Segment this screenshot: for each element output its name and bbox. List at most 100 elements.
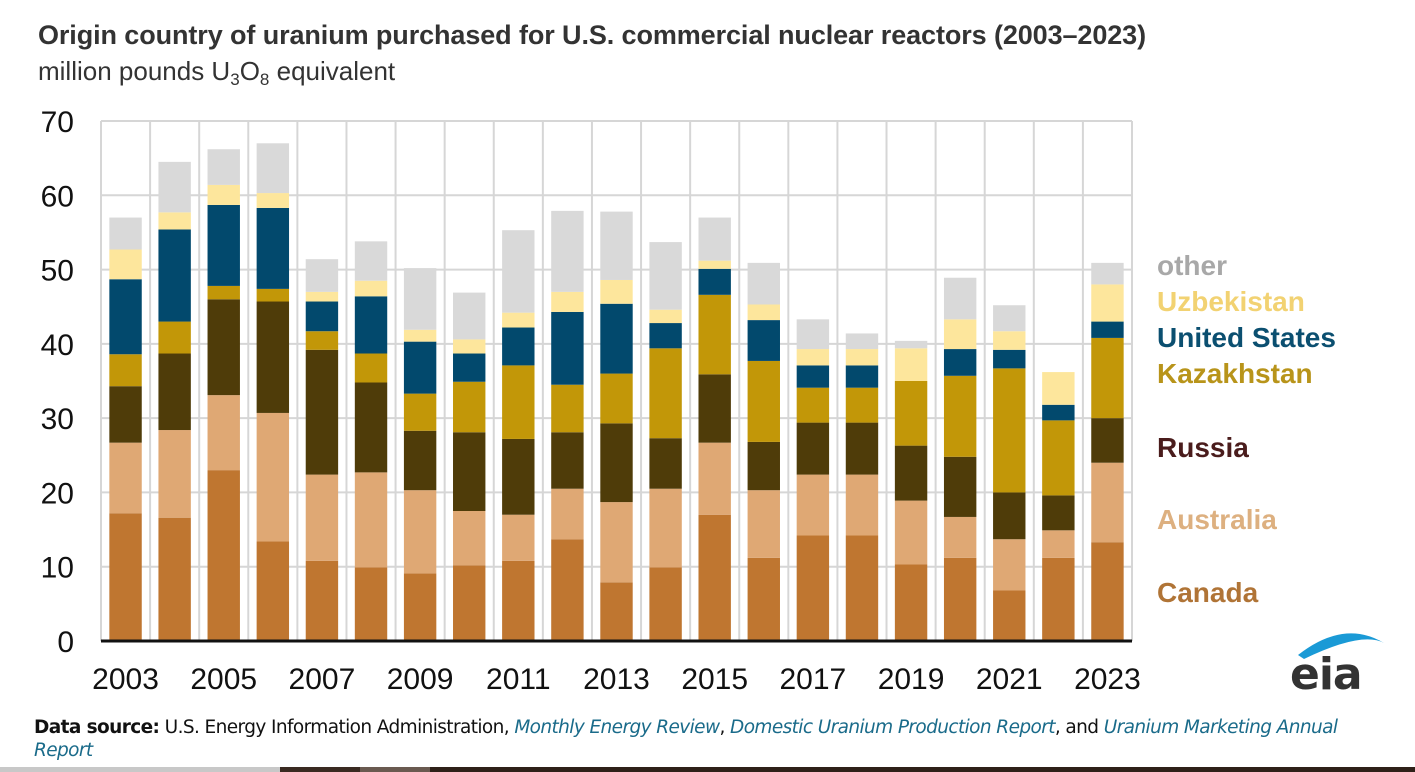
bar-segment-australia-2018 [845, 474, 879, 536]
link-domestic-uranium-production-report[interactable]: Domestic Uranium Production Report [730, 717, 1055, 738]
x-tick-label: 2021 [976, 663, 1043, 696]
bar-stack-2011 [502, 230, 535, 641]
bar-segment-australia-2006 [256, 412, 290, 542]
bar-segment-uzbekistan-2016 [747, 304, 780, 321]
bar-segment-uzbekistan-2018 [845, 349, 879, 366]
bar-stack-2017 [796, 319, 830, 641]
bar-segment-united-states-2009 [403, 341, 437, 394]
legend-item-other: other [1157, 250, 1227, 281]
bar-segment-australia-2020 [943, 516, 977, 558]
bar-segment-russia-2003 [109, 386, 142, 443]
bar-segment-canada-2008 [354, 567, 388, 641]
bar-stack-2021 [993, 305, 1026, 641]
bar-segment-other-2007 [305, 259, 339, 292]
bar-segment-canada-2011 [502, 560, 535, 641]
bar-segment-uzbekistan-2005 [207, 184, 240, 205]
bar-segment-canada-2013 [600, 582, 633, 641]
bar-segment-australia-2005 [207, 395, 240, 471]
bar-segment-kazakhstan-2020 [943, 375, 977, 457]
bar-segment-united-states-2003 [109, 279, 142, 355]
bar-segment-kazakhstan-2015 [698, 294, 731, 375]
bar-segment-canada-2003 [109, 513, 142, 641]
bar-segment-uzbekistan-2010 [453, 339, 486, 354]
y-tick-label: 40 [41, 329, 74, 362]
subtitle-sub-8: 8 [259, 70, 270, 89]
bar-segment-russia-2010 [453, 432, 486, 511]
bar-segment-united-states-2012 [551, 311, 584, 385]
bar-stack-2003 [109, 217, 142, 641]
bar-segment-kazakhstan-2016 [747, 360, 780, 442]
bar-segment-russia-2021 [993, 492, 1026, 540]
bar-segment-russia-2019 [894, 445, 928, 501]
bar-segment-other-2020 [943, 277, 977, 320]
bar-segment-canada-2006 [256, 541, 290, 641]
bar-segment-russia-2014 [649, 438, 682, 489]
x-tick-label: 2005 [190, 663, 257, 696]
bar-segment-united-states-2011 [502, 327, 535, 366]
bar-segment-kazakhstan-2006 [256, 288, 290, 302]
bar-segment-united-states-2016 [747, 320, 780, 361]
bar-segment-uzbekistan-2023 [1091, 284, 1124, 322]
bar-segment-other-2021 [993, 305, 1026, 332]
bar-segment-kazakhstan-2011 [502, 365, 535, 439]
bar-segment-kazakhstan-2023 [1091, 337, 1124, 419]
y-tick-label: 20 [41, 477, 74, 510]
bar-segment-kazakhstan-2021 [993, 368, 1026, 493]
footer-sep-1: , [719, 717, 731, 738]
bottom-strip [0, 767, 1415, 772]
bar-segment-kazakhstan-2008 [354, 353, 388, 383]
bar-segment-kazakhstan-2012 [551, 384, 584, 433]
bar-segment-kazakhstan-2003 [109, 354, 142, 387]
legend-item-russia: Russia [1157, 432, 1249, 463]
bar-segment-canada-2014 [649, 567, 682, 641]
bar-segment-uzbekistan-2013 [600, 279, 633, 304]
footer-sep-2: , and [1054, 717, 1104, 738]
bar-segment-russia-2015 [698, 374, 731, 443]
bar-stack-2005 [207, 149, 240, 641]
bar-segment-other-2004 [158, 161, 191, 213]
x-tick-label: 2003 [92, 663, 159, 696]
bar-segment-russia-2013 [600, 423, 633, 503]
bar-segment-other-2014 [649, 242, 682, 310]
bar-segment-united-states-2022 [1042, 404, 1075, 421]
bar-segment-australia-2010 [453, 511, 486, 566]
bar-segment-other-2015 [698, 217, 731, 261]
link-monthly-energy-review[interactable]: Monthly Energy Review [514, 717, 720, 738]
y-tick-label: 60 [41, 180, 74, 213]
bar-segment-other-2011 [502, 230, 535, 313]
link-uranium-marketing-annual-report[interactable]: Uranium Marketing Annual Report [34, 717, 1338, 761]
bar-segment-united-states-2007 [305, 301, 339, 332]
bar-segment-russia-2008 [354, 382, 388, 473]
legend-item-uzbekistan: Uzbekistan [1157, 286, 1305, 317]
bar-segment-russia-2020 [943, 456, 977, 517]
bar-segment-australia-2004 [158, 430, 191, 518]
bar-stack-2007 [305, 259, 339, 641]
bar-segment-uzbekistan-2003 [109, 249, 142, 280]
bar-segment-canada-2009 [403, 573, 437, 641]
chart-subtitle: million pounds U3O8 equivalent [38, 56, 395, 90]
bar-segment-russia-2018 [845, 422, 879, 475]
bar-segment-canada-2004 [158, 517, 191, 641]
subtitle-prefix: million pounds U [38, 56, 231, 86]
bar-segment-australia-2009 [403, 490, 437, 574]
bar-stack-2015 [698, 217, 731, 641]
bar-segment-kazakhstan-2017 [796, 387, 830, 423]
bar-segment-canada-2017 [796, 535, 830, 641]
bar-stack-2013 [600, 211, 633, 641]
bar-segment-uzbekistan-2012 [551, 291, 584, 312]
bar-segment-australia-2013 [600, 502, 633, 583]
bar-stack-2019 [894, 340, 928, 641]
bar-segment-other-2006 [256, 143, 290, 194]
y-tick-label: 70 [41, 106, 74, 139]
bar-segment-united-states-2020 [943, 349, 977, 376]
bar-segment-uzbekistan-2011 [502, 312, 535, 328]
x-tick-label: 2007 [289, 663, 356, 696]
bar-segment-united-states-2013 [600, 303, 633, 374]
y-tick-label: 50 [41, 255, 74, 288]
bar-segment-united-states-2018 [845, 365, 879, 388]
x-axis-ticks: 2003 2005 2007 2009 2011 2013 2015 2017 2019 2021… [92, 663, 1141, 696]
bar-segment-russia-2009 [403, 430, 437, 491]
bar-segment-canada-2005 [207, 470, 240, 641]
bar-stack-2014 [649, 242, 682, 641]
bar-segment-kazakhstan-2007 [305, 331, 339, 350]
